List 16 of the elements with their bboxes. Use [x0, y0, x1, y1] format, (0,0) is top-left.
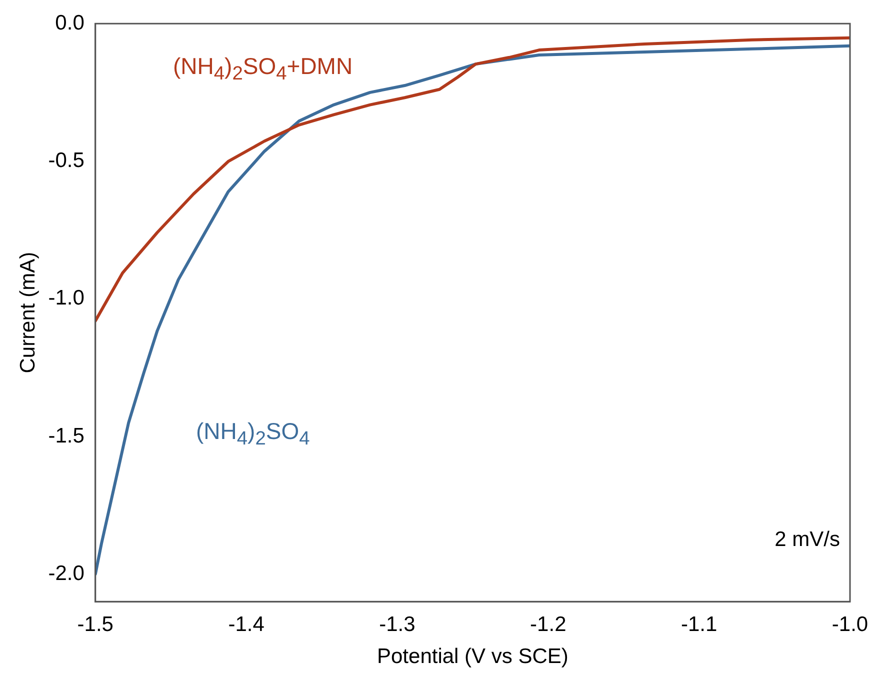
x-tick-label: -1.3	[379, 612, 416, 636]
y-tick-label: -1.5	[48, 424, 84, 448]
y-tick-label: 0.0	[55, 11, 84, 34]
x-axis-title: Potential (V vs SCE)	[376, 645, 568, 668]
text: (NH$_{4}$)$_{2}$SO$_{4}$	[196, 418, 310, 451]
x-tick-label: -1.2	[530, 612, 566, 636]
x-tick-label: -1.5	[77, 612, 114, 636]
x-tick-label: -1.4	[228, 612, 265, 636]
y-tick-label: -1.0	[48, 286, 84, 310]
x-tick-label: -1.1	[680, 612, 718, 636]
y-tick-label: -0.5	[48, 149, 84, 172]
series-label: (NH$_{4}$)$_{2}$SO$_{4}$+DMN	[173, 53, 353, 86]
x-tick-label: -1.0	[832, 612, 868, 636]
y-axis-title: Current (mA)	[16, 252, 40, 374]
annotation: 2 mV/s	[774, 528, 840, 552]
y-tick-label: -2.0	[48, 562, 84, 585]
